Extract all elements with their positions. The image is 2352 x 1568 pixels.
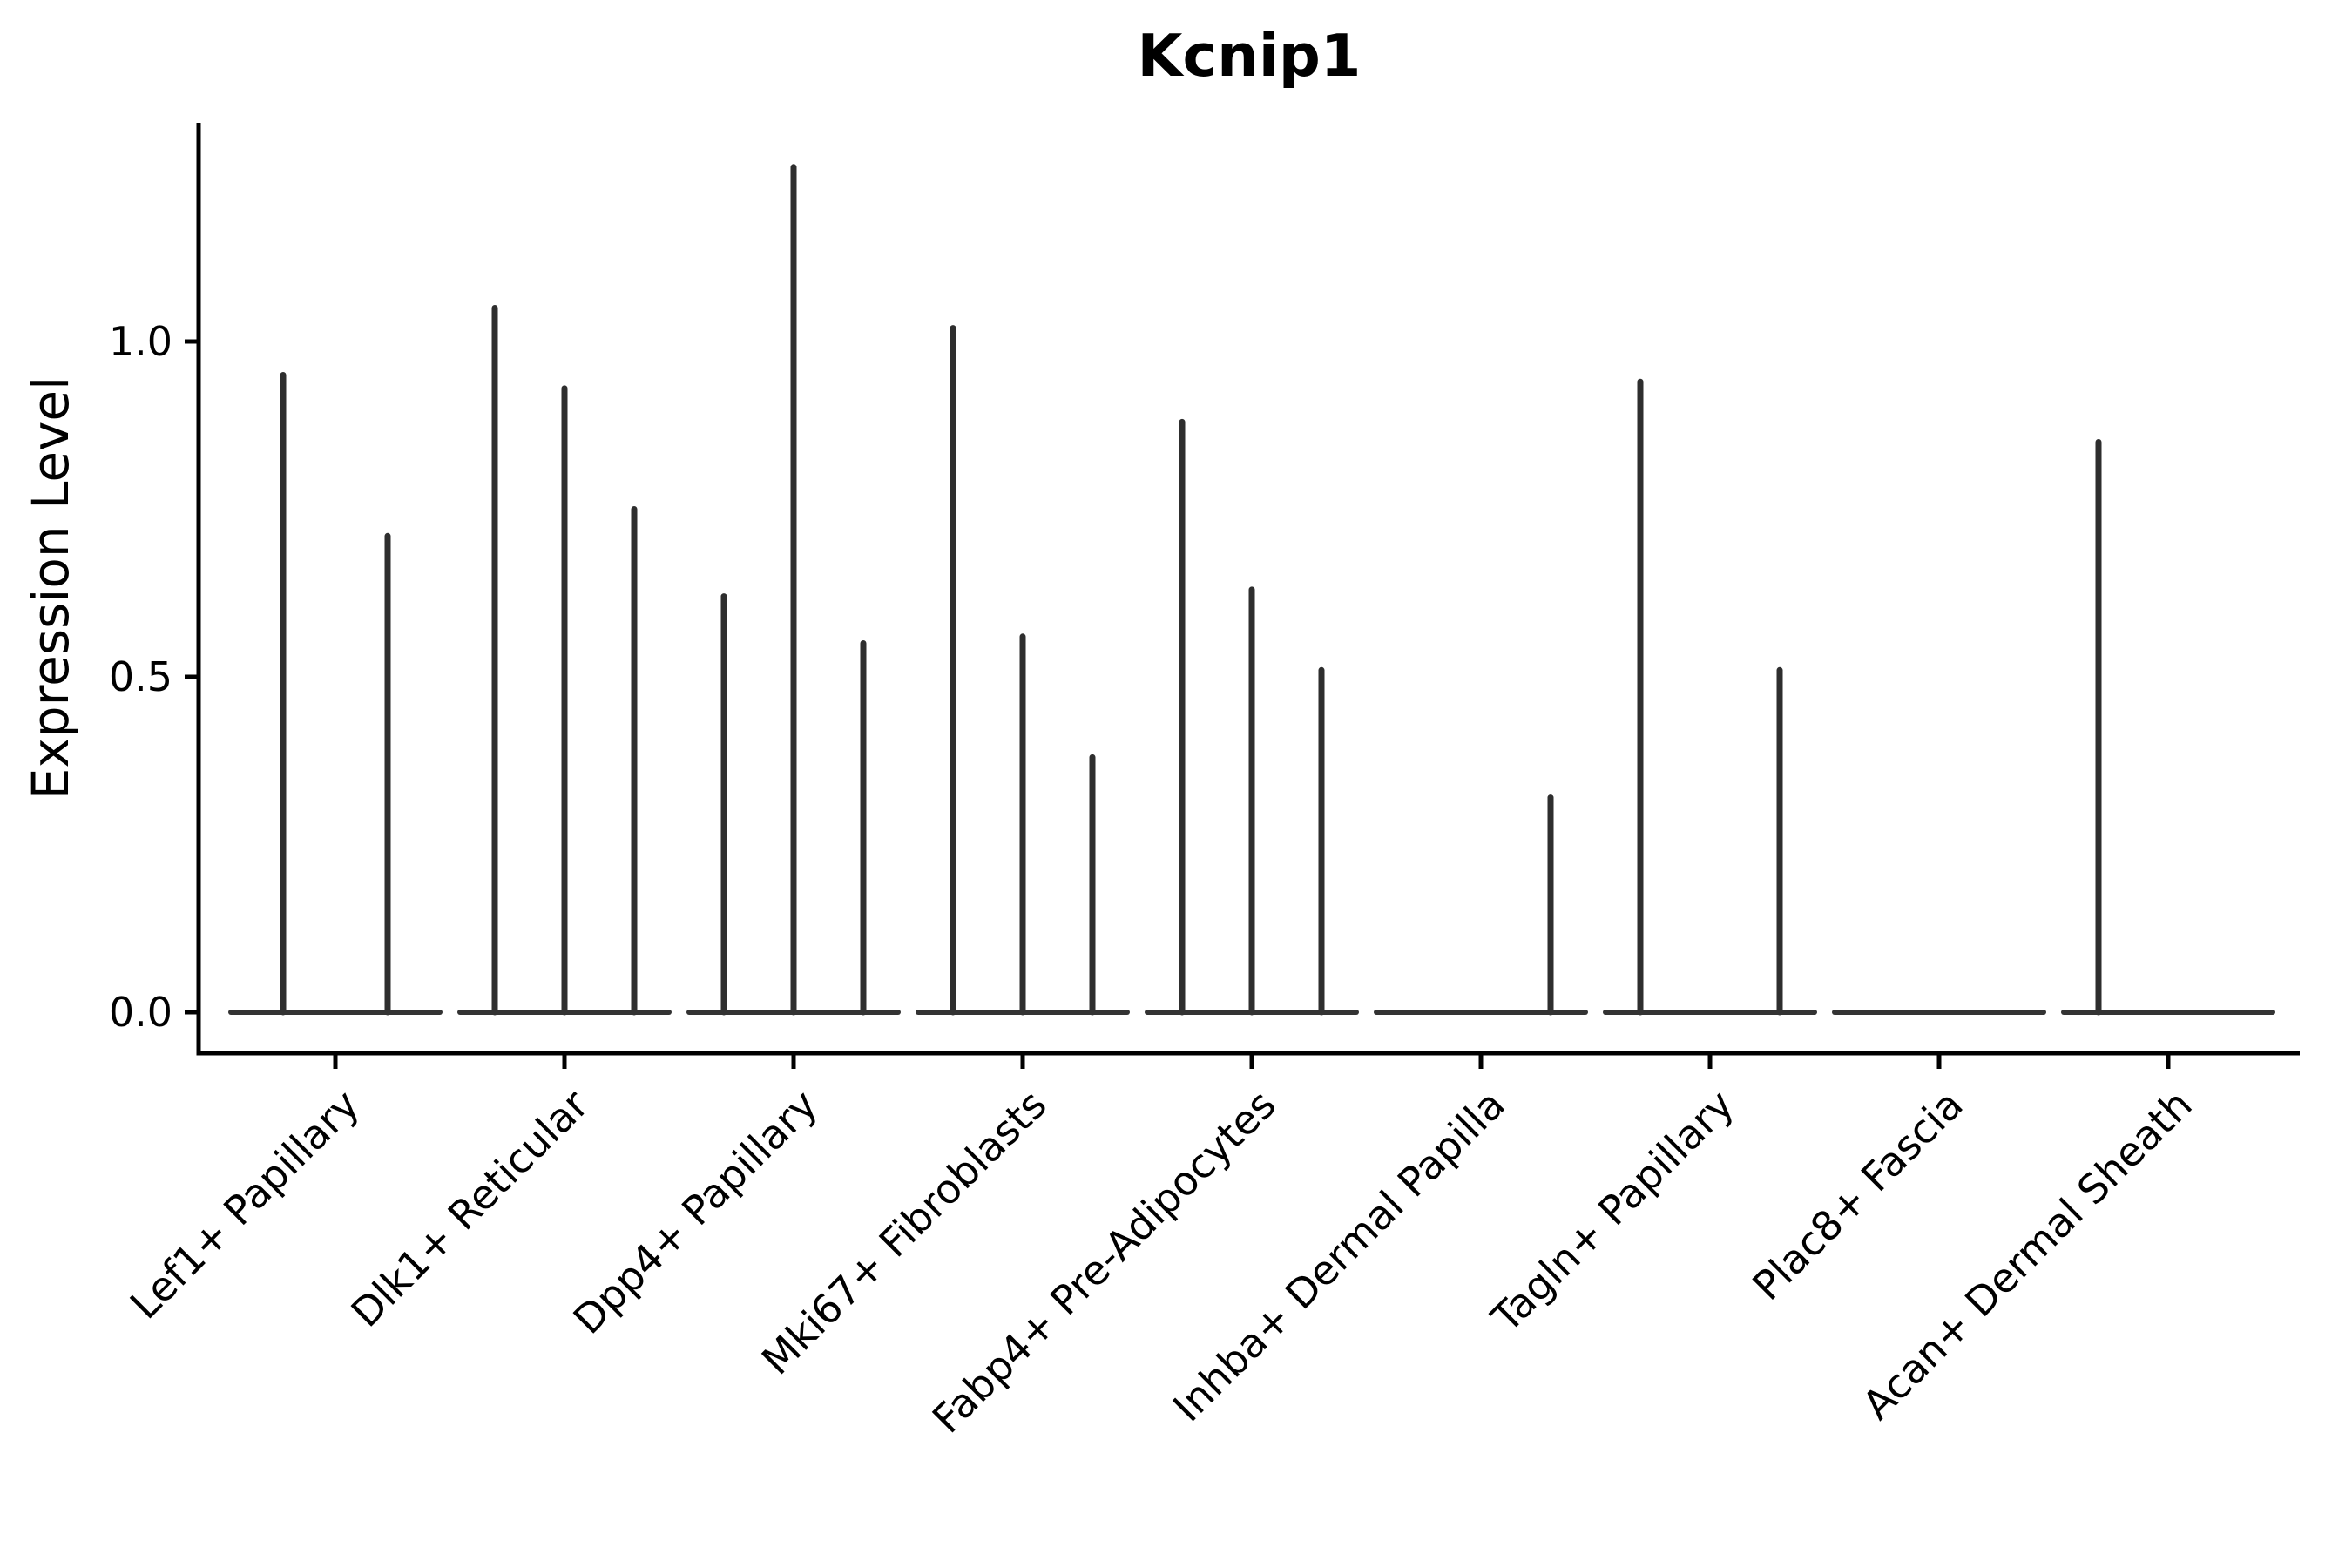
y-axis-label: Expression Level [21,376,80,800]
y-tick-label: 0.0 [109,989,172,1036]
chart-title: Kcnip1 [1137,22,1362,90]
x-tick-label: Dlk1+ Reticular [342,1081,598,1336]
x-tick-label: Dpp4+ Papillary [564,1081,827,1343]
y-tick-label: 0.5 [109,653,172,700]
x-tick-label: Tagln+ Papillary [1482,1081,1743,1342]
violins-layer [228,164,2275,1016]
axes-layer: Expression Level [21,123,2300,1056]
y-tick-label: 1.0 [109,318,172,365]
x-tick-label: Plac8+ Fascia [1743,1081,1971,1309]
x-tick-label: Lef1+ Papillary [121,1081,368,1328]
